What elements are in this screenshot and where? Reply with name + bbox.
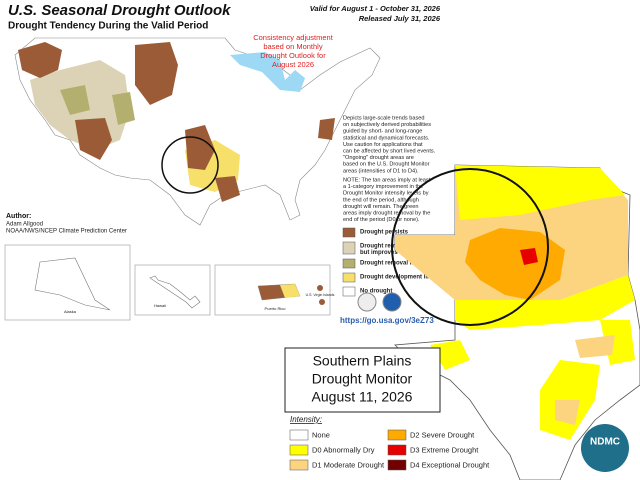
dm-legend: None D0 Abnormally Dry D1 Moderate Drought… [289, 429, 490, 471]
dm-legend-swatch [289, 459, 309, 471]
green-west [60, 85, 90, 115]
ndmc-logo [581, 424, 629, 472]
legend-swatch [342, 227, 356, 238]
dm-legend-swatch [387, 444, 407, 456]
description-line: Use caution for applications that [343, 142, 423, 148]
virgin-islands-shape [317, 285, 323, 291]
legend-swatch [342, 258, 356, 269]
brown-southeast [318, 118, 335, 140]
url: https://go.usa.gov/3eZ73 [340, 316, 434, 325]
inset-label: Hawaii [154, 303, 166, 308]
outlook-title: U.S. Seasonal Drought Outlook [8, 2, 231, 19]
dm-title-line: Drought Monitor [312, 371, 413, 387]
dm-legend-label: D2 Severe Drought [410, 430, 475, 439]
d2-area [555, 400, 580, 425]
note-line: areas imply drought removal by the [343, 210, 430, 216]
legend-label: No drought [360, 289, 392, 295]
dm-legend-swatch [387, 459, 407, 471]
legend-swatch [342, 272, 356, 283]
brown-texas [215, 176, 240, 202]
legend-swatch [342, 241, 356, 255]
alaska-shape [34, 257, 111, 311]
annotation-line: August 2026 [272, 60, 314, 69]
note-line: a 1-category improvement in the [343, 184, 423, 190]
great-lakes [230, 52, 305, 92]
virgin-islands-shape [319, 299, 325, 305]
brown-plains [185, 125, 215, 170]
us-map [14, 37, 381, 226]
brown-northwest [18, 42, 62, 78]
note-line: NOTE: The tan areas imply at least [343, 177, 431, 183]
green-rockies [112, 92, 135, 125]
release-date: Released July 31, 2026 [359, 14, 441, 23]
outlook-subtitle: Drought Tendency During the Valid Period [8, 21, 208, 32]
hawaii-shape [149, 275, 201, 309]
dm-legend-swatch [289, 429, 309, 441]
outlook-legend: Drought persists Drought remains,but impr… [342, 227, 439, 297]
description-line: Depicts large-scale trends based [343, 115, 424, 121]
noaa-logo [382, 292, 402, 312]
d1-area [455, 275, 635, 330]
inset-label: Alaska [64, 309, 77, 314]
note-line: the end of the period, although [343, 197, 419, 203]
dm-legend-label: D3 Extreme Drought [410, 445, 479, 454]
valid-dates: Valid for August 1 - October 31, 2026 [310, 4, 441, 13]
highlight-circle [391, 168, 549, 326]
ndmc-logo-text: NDMC [590, 437, 620, 448]
dm-legend-swatch [289, 444, 309, 456]
annotation-line: Consistency adjustment [253, 33, 334, 42]
note-line: end of the period (D0 or none). [343, 217, 420, 223]
d4-area [520, 248, 538, 265]
brown-north [135, 42, 178, 105]
puerto-rico-east [280, 284, 300, 298]
dm-legend-label: None [312, 430, 330, 439]
description-line: guided by short- and long-range [343, 129, 422, 135]
southern-plains-map: NDMC [391, 164, 640, 480]
description-line: based on the U.S. Drought Monitor [343, 162, 430, 168]
description-line: areas (intensities of D1 to D4). [343, 168, 419, 174]
author-label: Author: [6, 213, 31, 220]
legend-label: but improves [360, 250, 398, 256]
annotation-line: Drought Outlook for [260, 51, 326, 60]
description-line: can be affected by short lived events. [343, 148, 436, 154]
d1-area [455, 165, 625, 220]
legend-label: Drought remains, [360, 244, 410, 250]
legend-label: Drought removal likely [360, 261, 425, 267]
d1-area [575, 335, 615, 358]
legend-label: Drought persists [360, 230, 409, 236]
inset-label: U.S. Virgin Islands [306, 293, 335, 297]
dm-title-line: Southern Plains [313, 353, 412, 369]
legend-swatch [342, 286, 356, 297]
description-line: "Ongoing" drought areas are [343, 155, 414, 161]
author-line: NOAA/NWS/NCEP Climate Prediction Center [6, 229, 127, 235]
note-line: Drought Monitor intensity levels by [343, 191, 429, 197]
description-line: on subjectively derived probabilities [343, 122, 431, 128]
dm-legend-label: D0 Abnormally Dry [312, 445, 375, 454]
description-line: statistical and dynamical forecasts. [343, 135, 430, 141]
inset-label: Puerto Rico [265, 306, 287, 311]
dm-legend-label: D4 Exceptional Drought [410, 460, 490, 469]
usda-logo [357, 292, 377, 312]
dm-legend-swatch [387, 429, 407, 441]
dm-legend-label: D1 Moderate Drought [312, 460, 385, 469]
intensity-label: Intensity: [290, 415, 322, 424]
legend-label: Drought development likely [360, 275, 439, 281]
author-line: Adam Allgood [6, 222, 43, 228]
dm-title-box [284, 347, 441, 413]
note-line: drought will remain. The green [343, 204, 418, 210]
dm-title: Southern Plains Drought Monitor August 11,… [312, 353, 413, 405]
highlight-circle [161, 136, 219, 194]
dm-title-line: August 11, 2026 [312, 389, 413, 405]
annotation-line: based on Monthly [263, 42, 322, 51]
brown-southwest [75, 118, 112, 160]
